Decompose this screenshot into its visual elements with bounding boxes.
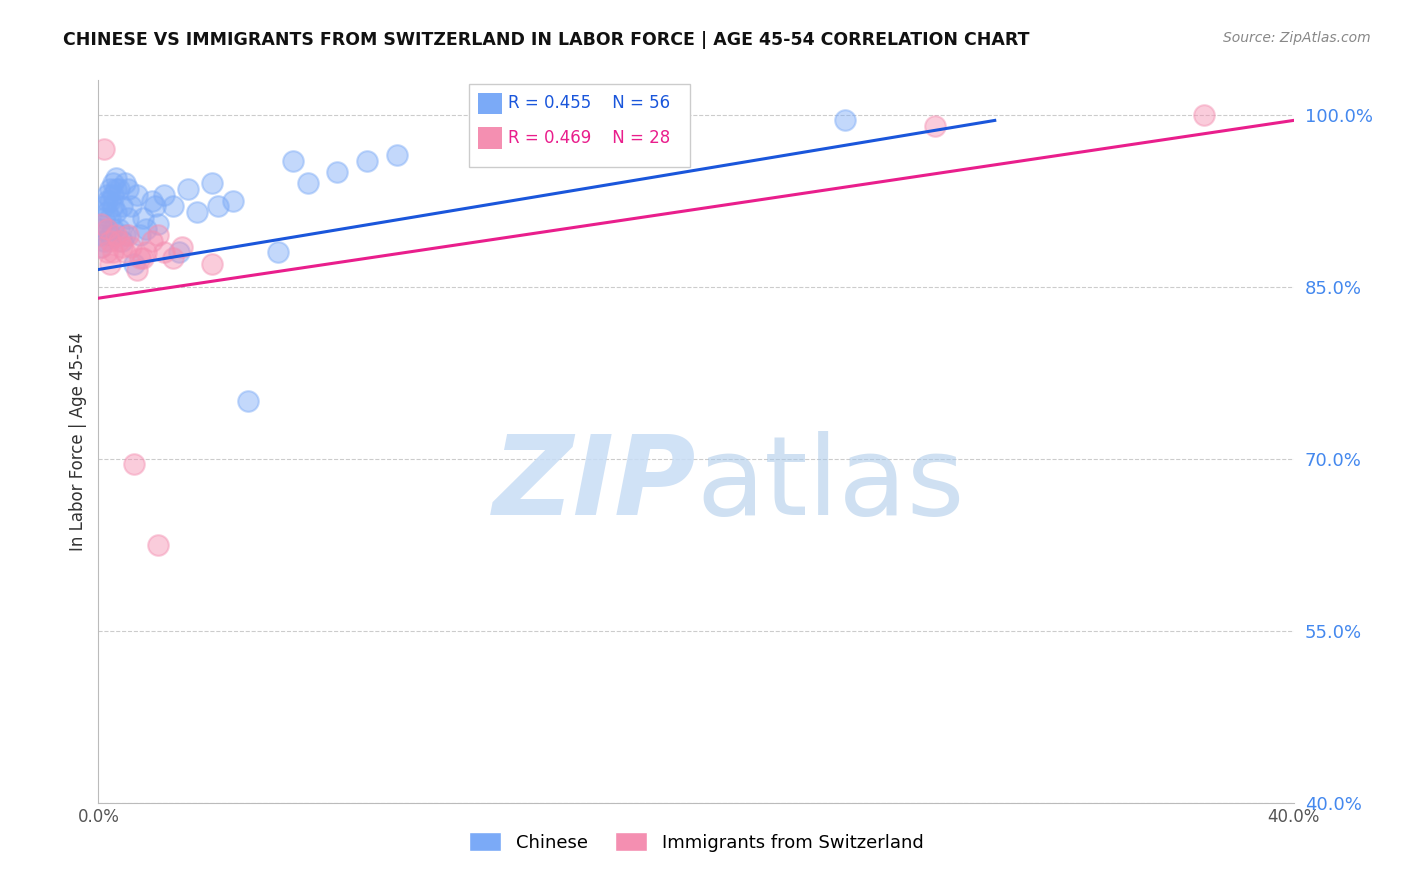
FancyBboxPatch shape	[478, 128, 502, 149]
Point	[385, 148, 409, 162]
Point	[120, 239, 142, 253]
Point	[96, 245, 118, 260]
Point	[141, 194, 163, 208]
Point	[98, 234, 122, 248]
Point	[356, 153, 378, 168]
Text: Source: ZipAtlas.com: Source: ZipAtlas.com	[1223, 31, 1371, 45]
Point	[93, 199, 115, 213]
Point	[143, 199, 166, 213]
Point	[98, 211, 122, 225]
Point	[111, 199, 134, 213]
Point	[103, 222, 125, 236]
Point	[127, 262, 149, 277]
Point	[135, 245, 157, 260]
Legend: Chinese, Immigrants from Switzerland: Chinese, Immigrants from Switzerland	[461, 825, 931, 859]
Point	[114, 245, 136, 260]
Point	[201, 257, 224, 271]
Point	[98, 182, 122, 196]
Point	[281, 153, 304, 168]
Point	[132, 211, 155, 225]
Point	[124, 458, 146, 472]
Point	[236, 394, 259, 409]
Point	[201, 177, 224, 191]
Point	[129, 251, 152, 265]
Point	[111, 234, 134, 248]
Point	[90, 222, 112, 236]
Text: ZIP: ZIP	[492, 432, 696, 539]
Point	[127, 188, 149, 202]
Point	[98, 194, 122, 208]
Point	[105, 205, 128, 219]
Point	[148, 538, 170, 552]
Point	[108, 234, 131, 248]
Point	[98, 228, 122, 243]
Text: CHINESE VS IMMIGRANTS FROM SWITZERLAND IN LABOR FORCE | AGE 45-54 CORRELATION CH: CHINESE VS IMMIGRANTS FROM SWITZERLAND I…	[63, 31, 1029, 49]
Point	[124, 257, 146, 271]
FancyBboxPatch shape	[470, 84, 690, 167]
Point	[117, 211, 139, 225]
Point	[90, 239, 112, 253]
Point	[207, 199, 229, 213]
Point	[148, 217, 170, 231]
Point	[93, 234, 115, 248]
Point	[103, 177, 125, 191]
Point	[108, 222, 131, 236]
Point	[117, 228, 139, 243]
Point	[108, 182, 131, 196]
Point	[132, 251, 155, 265]
Point	[326, 165, 349, 179]
Point	[90, 228, 112, 243]
Point	[148, 228, 170, 243]
Point	[1192, 108, 1215, 122]
Point	[267, 245, 290, 260]
Point	[924, 119, 946, 133]
Point	[129, 228, 152, 243]
Point	[105, 228, 128, 243]
Point	[162, 199, 184, 213]
Point	[96, 188, 118, 202]
Point	[177, 182, 200, 196]
Point	[153, 188, 176, 202]
Point	[297, 177, 319, 191]
Point	[96, 222, 118, 236]
Point	[111, 239, 134, 253]
Point	[96, 205, 118, 219]
Point	[186, 205, 208, 219]
Point	[141, 234, 163, 248]
Point	[103, 188, 125, 202]
Point	[135, 222, 157, 236]
Point	[90, 239, 112, 253]
Text: atlas: atlas	[696, 432, 965, 539]
Point	[105, 182, 128, 196]
FancyBboxPatch shape	[478, 93, 502, 114]
Text: R = 0.455    N = 56: R = 0.455 N = 56	[509, 95, 671, 112]
Point	[103, 199, 125, 213]
Point	[153, 245, 176, 260]
Point	[98, 257, 122, 271]
Point	[90, 217, 112, 231]
Point	[162, 251, 184, 265]
Point	[114, 177, 136, 191]
Point	[93, 142, 115, 156]
Point	[96, 194, 118, 208]
Point	[834, 113, 856, 128]
Text: R = 0.469    N = 28: R = 0.469 N = 28	[509, 129, 671, 147]
Y-axis label: In Labor Force | Age 45-54: In Labor Force | Age 45-54	[69, 332, 87, 551]
Point	[222, 194, 245, 208]
Point	[93, 211, 115, 225]
Point	[105, 170, 128, 185]
Point	[114, 228, 136, 243]
Point	[475, 136, 498, 151]
Point	[172, 239, 194, 253]
Point	[167, 245, 190, 260]
Point	[117, 182, 139, 196]
Point	[103, 245, 125, 260]
Point	[595, 125, 617, 139]
Point	[120, 199, 142, 213]
Point	[96, 222, 118, 236]
